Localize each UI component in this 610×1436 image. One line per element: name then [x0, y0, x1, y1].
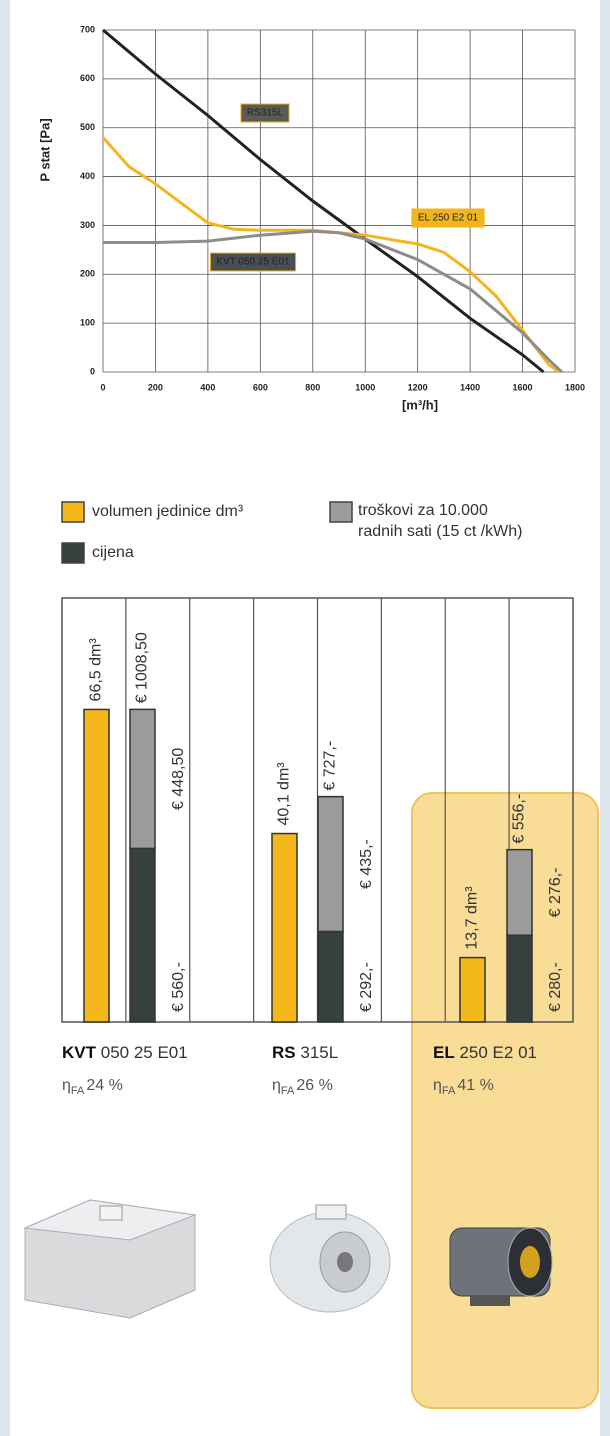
- efficiency-symbol: η: [433, 1077, 442, 1094]
- total-label: € 1008,50: [134, 632, 151, 703]
- product-image: [449, 1227, 553, 1306]
- x-tick-label: 800: [305, 382, 320, 392]
- y-tick-label: 100: [80, 318, 95, 328]
- x-tick-label: 1800: [565, 382, 585, 392]
- x-tick-label: 600: [253, 382, 268, 392]
- line-series: [103, 229, 563, 374]
- series-label-box: [411, 208, 485, 228]
- category-model: 050 25 E01: [101, 1043, 188, 1062]
- efficiency-symbol: η: [272, 1077, 281, 1094]
- category-model: 315L: [300, 1043, 338, 1062]
- highlight-box: [411, 792, 599, 1409]
- x-tick-label: 0: [100, 382, 105, 392]
- value-label: € 276,-: [547, 868, 564, 918]
- legend-swatch: [329, 501, 353, 523]
- y-axis-label: P stat [Pa]: [37, 118, 52, 181]
- value-label: € 560,-: [170, 962, 187, 1012]
- series-label: KVT 050 25 E01: [216, 257, 290, 268]
- efficiency-subscript: FA: [71, 1085, 85, 1097]
- category-label: RS 315L: [272, 1043, 338, 1062]
- legend-label: troškovi za 10.000 radnih sati (15 ct /k…: [358, 502, 523, 540]
- x-tick-label: 1600: [513, 382, 533, 392]
- category-brand: KVT: [62, 1043, 97, 1062]
- value-label: € 448,50: [170, 748, 187, 810]
- series-label: RS315L: [247, 108, 284, 119]
- total-label: € 727,-: [322, 741, 339, 791]
- efficiency-symbol: η: [62, 1077, 71, 1094]
- value-label: 13,7 dm³: [464, 886, 481, 950]
- bar: [317, 795, 344, 933]
- y-tick-label: 200: [80, 269, 95, 279]
- category-label: EL 250 E2 01: [433, 1043, 537, 1062]
- bar: [459, 956, 486, 1023]
- category-brand: EL: [433, 1043, 455, 1062]
- legend-swatch: [61, 501, 85, 523]
- y-tick-label: 0: [90, 366, 95, 376]
- category-label: KVT 050 25 E01: [62, 1043, 188, 1062]
- bar: [129, 708, 156, 850]
- x-tick-label: 400: [200, 382, 215, 392]
- x-tick-label: 1000: [355, 382, 375, 392]
- total-label: € 556,-: [511, 794, 528, 844]
- product-image: [269, 1204, 391, 1313]
- category-model: 250 E2 01: [459, 1043, 537, 1062]
- bar: [506, 934, 533, 1023]
- efficiency-value: 24 %: [86, 1077, 122, 1094]
- efficiency-value: 41 %: [457, 1077, 493, 1094]
- x-tick-label: 200: [148, 382, 163, 392]
- efficiency-label: ηFA 24 %: [62, 1077, 123, 1097]
- efficiency-value: 26 %: [296, 1077, 332, 1094]
- value-label: 66,5 dm³: [88, 638, 105, 702]
- legend-label: volumen jedinice dm³: [92, 503, 244, 520]
- series-label: EL 250 E2 01: [418, 213, 479, 224]
- efficiency-label: ηFA 26 %: [272, 1077, 333, 1097]
- y-tick-label: 300: [80, 220, 95, 230]
- efficiency-subscript: FA: [442, 1085, 456, 1097]
- y-tick-label: 700: [80, 24, 95, 34]
- efficiency-subscript: FA: [281, 1085, 295, 1097]
- bar: [83, 708, 110, 1023]
- y-tick-label: 500: [80, 122, 95, 132]
- product-image: [23, 1199, 197, 1319]
- y-tick-label: 600: [80, 73, 95, 83]
- value-label: € 280,-: [547, 962, 564, 1012]
- legend-swatch: [61, 542, 85, 564]
- x-tick-label: 1200: [408, 382, 428, 392]
- y-tick-label: 400: [80, 171, 95, 181]
- legend-wrap: troškovi za 10.000 radnih sati (15 ct /k…: [358, 502, 523, 540]
- value-label: € 435,-: [358, 839, 375, 889]
- bar: [506, 848, 533, 936]
- bar: [129, 847, 156, 1023]
- x-axis-label: [m³/h]: [402, 397, 438, 412]
- bar: [317, 930, 344, 1023]
- efficiency-label: ηFA 41 %: [433, 1077, 494, 1097]
- value-label: 40,1 dm³: [276, 762, 293, 826]
- legend-label: cijena: [92, 544, 134, 561]
- series-label-box: [209, 252, 297, 272]
- value-label: € 292,-: [358, 962, 375, 1012]
- x-tick-label: 1400: [460, 382, 480, 392]
- series-label-box: [240, 103, 290, 123]
- bar: [271, 832, 298, 1023]
- category-brand: RS: [272, 1043, 296, 1062]
- line-series: [102, 28, 545, 374]
